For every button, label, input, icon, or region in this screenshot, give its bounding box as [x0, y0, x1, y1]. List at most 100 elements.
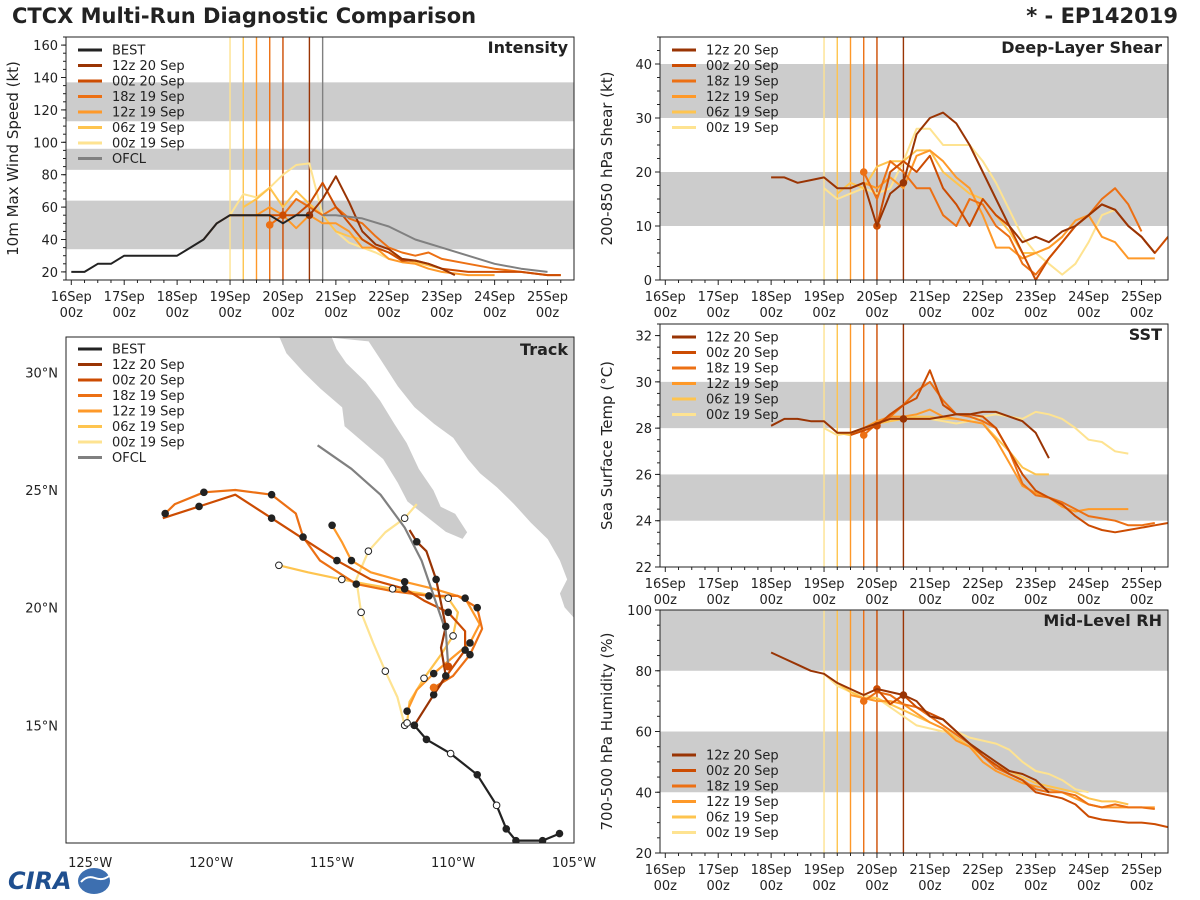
- track-point-18z-19-sep: [473, 603, 482, 612]
- shear-ytick-label: 0: [644, 274, 652, 289]
- rh-xtick-line: 21Sep: [909, 863, 950, 878]
- sst-xtick-line: 19Sep: [804, 577, 845, 592]
- intensity-legend-label-00z-19-sep: 00z 19 Sep: [112, 137, 185, 152]
- intensity-xtick-label: 18Sep 00z: [157, 290, 198, 321]
- track-legend-label-06z-19-sep: 06z 19 Sep: [112, 420, 185, 435]
- rh-xtick-line: 16Sep: [645, 863, 686, 878]
- track-point-00z-20-sep: [267, 514, 276, 523]
- shear-series-06z-19-sep: [836, 149, 1063, 254]
- track-point-06z-19-sep: [388, 585, 397, 593]
- intensity-xtick-line: 00z: [271, 306, 295, 321]
- track-point-00z-20-sep: [429, 690, 438, 699]
- track-legend-label-00z-19-sep: 00z 19 Sep: [112, 436, 185, 451]
- track-point-00z-19-sep: [364, 547, 373, 555]
- sst-xtick-line: 16Sep: [645, 577, 686, 592]
- sst-legend-label-12z-19-sep: 12z 19 Sep: [706, 377, 779, 392]
- track-point-12z-19-sep: [400, 577, 409, 586]
- intensity-legend-label-18z-19-sep: 18z 19 Sep: [112, 90, 185, 105]
- shear-ytick-label: 10: [635, 220, 652, 235]
- logo-globe: [78, 868, 110, 894]
- track-point-12z-20-sep: [432, 575, 440, 584]
- shear-xtick-line: 21Sep: [909, 290, 950, 305]
- sst-xtick-label: 16Sep 00z: [645, 577, 686, 608]
- track-xtick-label: 115°W: [310, 856, 354, 871]
- sst-ytick-label: 28: [635, 422, 652, 437]
- sst-ytick-label: 30: [635, 376, 652, 391]
- intensity-xtick-label: 20Sep 00z: [262, 290, 303, 321]
- rh-xtick-label: 25Sep 00z: [1121, 863, 1162, 894]
- shear-xtick-label: 21Sep 00z: [909, 290, 950, 321]
- shear-series-12z-19-sep: [850, 149, 1155, 260]
- intensity-legend-label-ofcl: OFCL: [112, 152, 147, 167]
- shear-title: Deep-Layer Shear: [1001, 38, 1162, 57]
- sst-series-12z-19-sep: [850, 408, 1129, 513]
- track-marker-current: [444, 662, 453, 671]
- sst-marker-12z-20-sep: [899, 415, 908, 423]
- shear-xtick-label: 18Sep 00z: [751, 290, 792, 321]
- rh-xtick-line: 00z: [759, 879, 783, 894]
- track-legend-label-18z-19-sep: 18z 19 Sep: [112, 389, 185, 404]
- sst-frame: [659, 323, 1169, 568]
- sst-band: [660, 381, 1168, 429]
- track-xtick-label: 105°W: [552, 856, 596, 871]
- shear-legend-label-06z-19-sep: 06z 19 Sep: [706, 106, 779, 121]
- sst-legend-label-06z-19-sep: 06z 19 Sep: [706, 393, 779, 408]
- shear-xtick-label: 22Sep 00z: [962, 290, 1003, 321]
- rh-xtick-label: 18Sep 00z: [751, 863, 792, 894]
- rh-ytick-label: 20: [635, 847, 652, 862]
- shear-legend-label-18z-19-sep: 18z 19 Sep: [706, 75, 779, 90]
- track-point-00z-20-sep: [195, 502, 203, 511]
- track-point-06z-19-sep: [449, 632, 457, 640]
- intensity-marker-18z-19-sep: [265, 221, 274, 229]
- intensity-xtick-line: 00z: [483, 306, 507, 321]
- track-ytick-label: 30°N: [25, 366, 58, 381]
- sst-xtick-label: 24Sep 00z: [1068, 577, 1109, 608]
- shear-xtick-line: 16Sep: [645, 290, 686, 305]
- rh-xtick-line: 00z: [1077, 879, 1101, 894]
- rh-ytick-label: 80: [635, 665, 652, 680]
- shear-xtick-line: 19Sep: [804, 290, 845, 305]
- shear-marker-12z-20-sep: [899, 179, 908, 187]
- sst-xtick-label: 21Sep 00z: [909, 577, 950, 608]
- shear-ytick-label: 40: [635, 58, 652, 73]
- track-point-best: [410, 721, 419, 730]
- track-point-00z-20-sep: [400, 585, 409, 593]
- intensity-ytick-label: 160: [33, 39, 58, 54]
- track-point-18z-19-sep: [425, 592, 433, 600]
- track-legend-label-ofcl: OFCL: [112, 451, 147, 466]
- intensity-xtick-line: 20Sep: [262, 290, 303, 305]
- sst-xtick-label: 18Sep 00z: [751, 577, 792, 608]
- cira-logo: CIRA: [8, 867, 110, 895]
- rh-ytick-label: 100: [627, 604, 652, 619]
- sst-series-12z-20-sep: [770, 410, 1050, 459]
- rh-legend-label-06z-19-sep: 06z 19 Sep: [706, 811, 779, 826]
- sst-ytick-label: 32: [635, 330, 652, 345]
- sst-xtick-line: 00z: [654, 593, 678, 608]
- sst-ytick-label: 26: [635, 468, 652, 483]
- intensity-marker-12z-20-sep: [305, 211, 314, 219]
- rh-xtick-line: 20Sep: [856, 863, 897, 878]
- shear-ylabel: 200-850 hPa Shear (kt): [598, 72, 616, 246]
- shear-xtick-label: 19Sep 00z: [804, 290, 845, 321]
- intensity-xtick-label: 21Sep 00z: [315, 290, 356, 321]
- shear-xtick-line: 00z: [1130, 306, 1154, 321]
- shear-xtick-line: 00z: [918, 306, 942, 321]
- sst-legend-label-12z-20-sep: 12z 20 Sep: [706, 331, 779, 346]
- track-point-best: [492, 801, 501, 810]
- intensity-ytick-label: 140: [33, 72, 58, 87]
- sst-xtick-label: 23Sep 00z: [1015, 577, 1056, 608]
- sst-legend-label-00z-20-sep: 00z 20 Sep: [706, 346, 779, 361]
- rh-xtick-label: 22Sep 00z: [962, 863, 1003, 894]
- rh-legend-label-18z-19-sep: 18z 19 Sep: [706, 780, 779, 795]
- shear-series-12z-20-sep: [771, 111, 1156, 254]
- track-point-best: [502, 825, 511, 833]
- rh-xtick-line: 18Sep: [751, 863, 792, 878]
- intensity-xtick-line: 16Sep: [51, 290, 92, 305]
- shear-legend-label-00z-20-sep: 00z 20 Sep: [706, 59, 779, 74]
- rh-xtick-line: 00z: [971, 879, 995, 894]
- intensity-ytick-label: 80: [41, 169, 58, 184]
- rh-xtick-line: 25Sep: [1121, 863, 1162, 878]
- rh-xtick-label: 21Sep 00z: [909, 863, 950, 894]
- rh-band: [660, 731, 1168, 793]
